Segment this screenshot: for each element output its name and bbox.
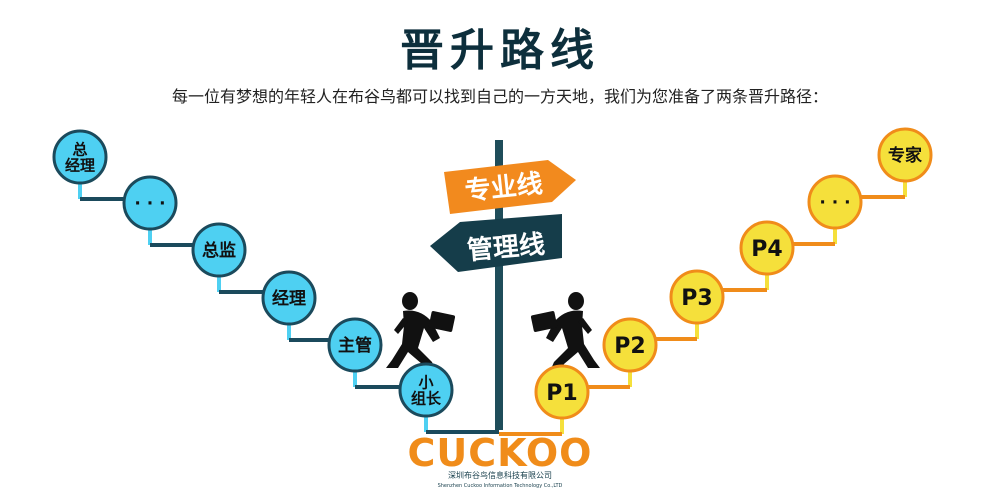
management_track-node: 小组长 [398, 362, 454, 418]
node-circle [877, 127, 933, 183]
logo-company-en: Shenzhen Cuckoo Information Technology C… [438, 483, 563, 489]
runner-right-icon [530, 292, 600, 378]
management-track-sign: 管理线 [430, 214, 562, 272]
professional_track-node: P4 [739, 220, 795, 276]
node-label: P1 [546, 381, 577, 406]
node-circle [52, 129, 108, 185]
node-label: 专家 [888, 145, 922, 166]
node-circle [261, 270, 317, 326]
page-title: 晋升路线 [400, 25, 600, 76]
company-logo: CUCKOO 深圳布谷鸟信息科技有限公司 Shenzhen Cuckoo Inf… [408, 431, 593, 489]
professional_track-node: P1 [534, 364, 590, 420]
professional-track-sign: 专业线 [444, 160, 576, 214]
node-label: 总监 [202, 240, 236, 261]
management_track-node: · · · [122, 175, 178, 231]
node-circle [739, 220, 795, 276]
node-label: P3 [681, 286, 712, 311]
professional_track-node: P3 [669, 269, 725, 325]
management-sign-label: 管理线 [466, 230, 546, 267]
node-circle [122, 175, 178, 231]
node-label: 小 [418, 373, 433, 391]
node-label: · · · [819, 193, 850, 213]
node-circle [327, 317, 383, 373]
signpost-pole [495, 140, 503, 430]
professional-track: P1 P2 P3 P4 · · · 专家 [534, 127, 933, 420]
node-circle [191, 222, 247, 278]
page-subtitle: 每一位有梦想的年轻人在布谷鸟都可以找到自己的一方天地，我们为您准备了两条晋升路径… [171, 87, 828, 106]
node-label: 总 [72, 140, 87, 158]
management_track-node: 总经理 [52, 129, 108, 185]
node-label: 组长 [411, 389, 442, 407]
runner-left-icon [386, 292, 456, 378]
professional_track-node: 专家 [877, 127, 933, 183]
node-label: 经理 [272, 288, 306, 309]
node-label: P4 [751, 237, 782, 262]
node-label: · · · [134, 194, 165, 214]
node-circle [602, 317, 658, 373]
management_track-node: 主管 [327, 317, 383, 373]
node-circle [534, 364, 590, 420]
logo-company-cn: 深圳布谷鸟信息科技有限公司 [448, 470, 552, 480]
professional_track-node: · · · [807, 174, 863, 230]
node-label: 主管 [338, 335, 372, 356]
logo-brand: CUCKOO [408, 431, 593, 475]
professional_track-node: P2 [602, 317, 658, 373]
node-label: P2 [614, 334, 645, 359]
node-circle [669, 269, 725, 325]
management_track-node: 总监 [191, 222, 247, 278]
node-label: 经理 [65, 156, 95, 174]
management_track-node: 经理 [261, 270, 317, 326]
node-circle [398, 362, 454, 418]
node-circle [807, 174, 863, 230]
